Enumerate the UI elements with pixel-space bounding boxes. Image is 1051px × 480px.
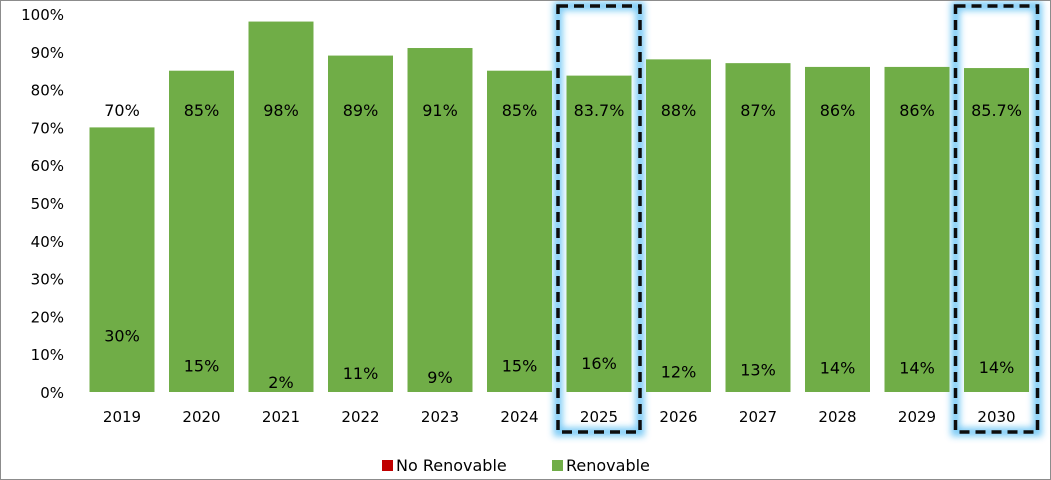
y-tick-label: 60% [31, 157, 64, 175]
data-label-no-renovable-2021: 2% [268, 373, 293, 392]
highlight-frame-2030 [953, 4, 1040, 434]
data-label-no-renovable-2025: 16% [581, 354, 617, 373]
x-tick-label: 2019 [103, 408, 141, 426]
bar-renovable-2028 [805, 66, 870, 393]
x-tick-label: 2027 [739, 408, 777, 426]
y-tick-label: 80% [31, 82, 64, 100]
x-tick-label: 2025 [580, 408, 618, 426]
data-label-renovable-2026: 88% [661, 101, 697, 120]
data-label-renovable-2023: 91% [422, 101, 458, 120]
data-label-no-renovable-2026: 12% [661, 362, 697, 381]
x-tick-label: 2022 [341, 408, 379, 426]
bar-renovable-2020 [169, 70, 234, 392]
bar-renovable-2027 [725, 63, 791, 392]
data-label-renovable-2027: 87% [740, 101, 776, 120]
highlight-frames [556, 4, 1040, 434]
data-label-renovable-2019: 70% [104, 101, 140, 120]
bar-renovable-2030 [964, 68, 1029, 392]
x-tick-label: 2026 [659, 408, 697, 426]
legend-swatch [382, 460, 393, 471]
data-label-renovable-2030: 85.7% [971, 101, 1022, 120]
y-tick-label: 20% [31, 308, 64, 326]
bar-renovable-2024 [487, 70, 552, 392]
y-axis: 0% 10% 20% 30% 40% 50% 60% 70% 80% 90% 100% [21, 6, 64, 402]
bar-renovable-2026 [646, 59, 711, 393]
highlight-frame-2025 [556, 4, 642, 434]
bars-layer [89, 21, 1029, 393]
data-label-no-renovable-2020: 15% [184, 357, 220, 376]
bar-renovable-2021 [248, 21, 314, 393]
data-label-no-renovable-2028: 14% [820, 359, 856, 378]
data-label-renovable-2020: 85% [184, 101, 220, 120]
data-label-no-renovable-2030: 14% [979, 358, 1015, 377]
data-label-no-renovable-2023: 9% [427, 368, 452, 387]
legend-label: Renovable [566, 456, 650, 475]
data-label-renovable-2024: 85% [502, 101, 538, 120]
data-label-no-renovable-2027: 13% [740, 360, 776, 379]
data-label-no-renovable-2019: 30% [104, 326, 140, 345]
data-label-no-renovable-2024: 15% [502, 357, 538, 376]
y-tick-label: 40% [31, 233, 64, 251]
legend-label: No Renovable [396, 456, 507, 475]
data-label-renovable-2022: 89% [343, 101, 379, 120]
x-tick-label: 2023 [421, 408, 459, 426]
x-tick-label: 2028 [818, 408, 856, 426]
y-tick-label: 90% [31, 44, 64, 62]
bar-renovable-2023 [407, 48, 473, 393]
legend-swatch [552, 460, 563, 471]
data-label-no-renovable-2022: 11% [343, 364, 379, 383]
x-tick-label: 2024 [500, 408, 538, 426]
y-tick-label: 50% [31, 195, 64, 213]
labels-layer: 30% 70% 15% 85% 2% 98% 11% 89% 9% 91% 15% 85% 16% 83.… [104, 101, 1022, 392]
bar-renovable-2029 [884, 66, 950, 393]
data-label-renovable-2029: 86% [899, 101, 935, 120]
y-tick-label: 30% [31, 271, 64, 289]
y-tick-label: 10% [31, 346, 64, 364]
x-axis: 2019 2020 2021 2022 2023 2024 2025 2026 2027 2028… [103, 408, 1016, 426]
data-label-no-renovable-2029: 14% [899, 359, 935, 378]
data-label-renovable-2021: 98% [263, 101, 299, 120]
y-tick-label: 70% [31, 119, 64, 137]
x-tick-label: 2021 [262, 408, 300, 426]
x-tick-label: 2020 [182, 408, 220, 426]
x-tick-label: 2029 [898, 408, 936, 426]
data-label-renovable-2025: 83.7% [574, 101, 625, 120]
bar-renovable-2019 [89, 127, 155, 393]
y-tick-label: 100% [21, 6, 64, 24]
legend: No Renovable Renovable [382, 456, 650, 475]
bar-renovable-2022 [328, 55, 393, 393]
data-label-renovable-2028: 86% [820, 101, 856, 120]
y-tick-label: 0% [40, 384, 64, 402]
x-tick-label: 2030 [977, 408, 1015, 426]
bar-renovable-2025 [566, 75, 632, 392]
